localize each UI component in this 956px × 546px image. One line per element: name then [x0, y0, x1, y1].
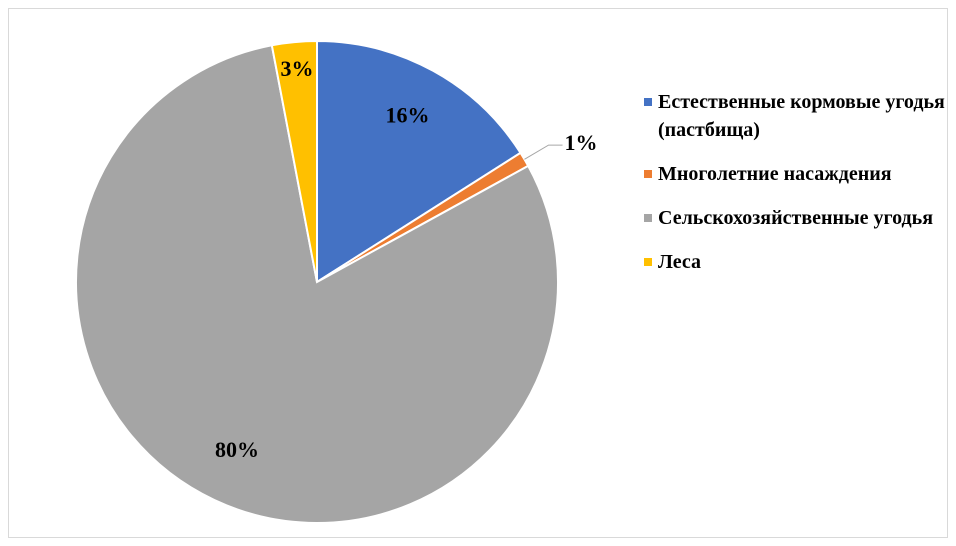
data-label: 80% — [215, 437, 259, 462]
pie-slice — [316, 39, 522, 284]
legend-label: Естественные кормовые угодья (пастбища) — [658, 91, 945, 141]
legend-label: Леса — [658, 251, 702, 273]
pie-slice — [270, 39, 318, 283]
pie-slice — [75, 44, 559, 524]
legend-swatch — [644, 258, 652, 266]
legend-item: Сельскохозяйственные угодья — [640, 204, 952, 232]
legend-label: Сельскохозяйственные угодья — [658, 207, 934, 229]
leader-line — [524, 144, 563, 160]
legend-swatch — [644, 170, 652, 178]
legend-swatch — [644, 98, 652, 106]
legend-item: Естественные кормовые угодья (пастбища) — [640, 88, 952, 144]
data-label: 3% — [281, 56, 314, 81]
data-label: 16% — [386, 102, 430, 127]
legend: Естественные кормовые угодья (пастбища) М… — [640, 88, 952, 292]
legend-item: Многолетние насаждения — [640, 160, 952, 188]
legend-item: Леса — [640, 248, 952, 276]
data-label: 1% — [565, 130, 598, 155]
chart-border — [8, 8, 948, 538]
legend-label: Многолетние насаждения — [658, 163, 892, 185]
legend-swatch — [644, 214, 652, 222]
